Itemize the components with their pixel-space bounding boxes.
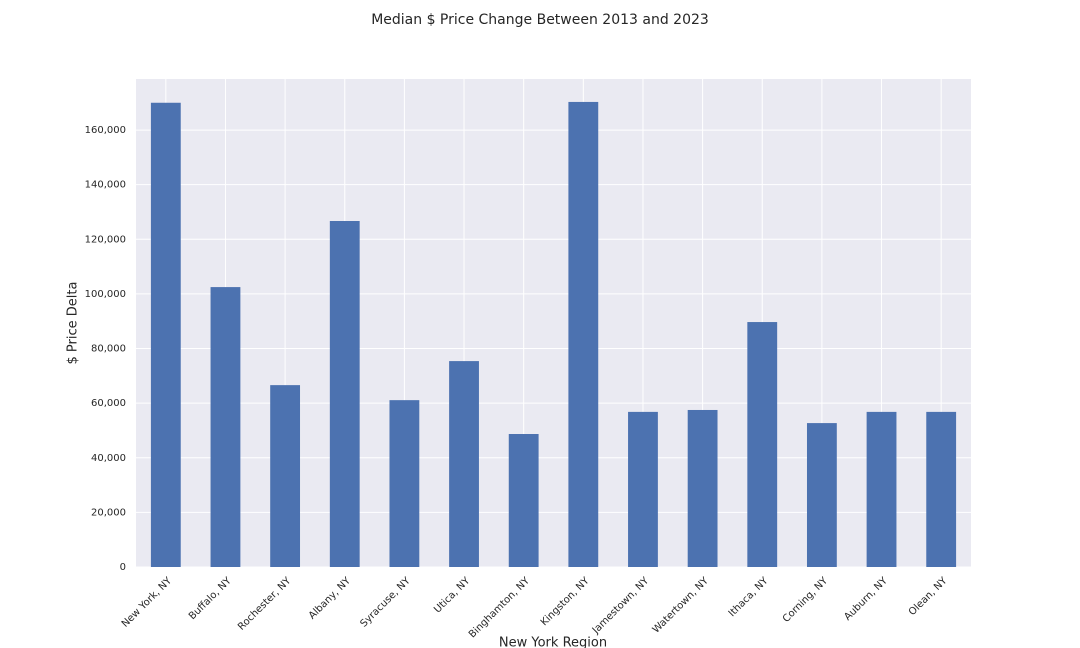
x-tick-label: Albany, NY xyxy=(307,575,354,622)
y-tick-label: 0 xyxy=(120,562,126,573)
y-tick-label: 60,000 xyxy=(91,398,126,409)
x-tick-label: Rochester, NY xyxy=(236,575,294,633)
bar xyxy=(926,411,957,567)
y-tick-label: 40,000 xyxy=(91,453,126,464)
y-tick-label: 100,000 xyxy=(85,289,126,300)
bar xyxy=(150,102,181,568)
bar xyxy=(568,101,599,568)
x-tick-label: Syracuse, NY xyxy=(358,575,413,630)
y-tick-label: 80,000 xyxy=(91,344,126,355)
bar xyxy=(866,411,897,567)
x-tick-label: Jamestown, NY xyxy=(590,575,652,637)
y-tick-label: 20,000 xyxy=(91,507,126,518)
bar xyxy=(210,287,241,567)
y-axis-label: $ Price Delta xyxy=(66,282,81,365)
x-tick-label: Watertown, NY xyxy=(651,575,712,636)
bar xyxy=(449,361,479,567)
x-tick-label: Kingston, NY xyxy=(539,575,592,628)
x-tick-label: Auburn, NY xyxy=(842,575,890,623)
x-tick-label: Binghamton, NY xyxy=(467,575,533,641)
bar xyxy=(389,400,420,567)
x-tick-label: Buffalo, NY xyxy=(187,575,234,622)
x-tick-label: Utica, NY xyxy=(432,575,473,616)
y-tick-label: 160,000 xyxy=(85,125,126,136)
plot-area xyxy=(136,79,971,567)
x-tick-label: Olean, NY xyxy=(907,575,950,618)
x-tick-label: Ithaca, NY xyxy=(727,575,771,619)
bar xyxy=(628,411,658,567)
bar xyxy=(687,409,718,567)
bar xyxy=(806,423,837,567)
y-tick-label: 120,000 xyxy=(85,234,126,245)
bar xyxy=(508,434,539,567)
chart-title: Median $ Price Change Between 2013 and 2… xyxy=(371,12,709,28)
bar xyxy=(329,221,360,567)
bar xyxy=(747,322,778,567)
bar xyxy=(270,385,301,567)
x-tick-label: New York, NY xyxy=(120,575,175,630)
y-tick-label: 140,000 xyxy=(85,180,126,191)
x-tick-label: Corning, NY xyxy=(781,575,831,625)
x-axis-label: New York Region xyxy=(499,636,607,648)
